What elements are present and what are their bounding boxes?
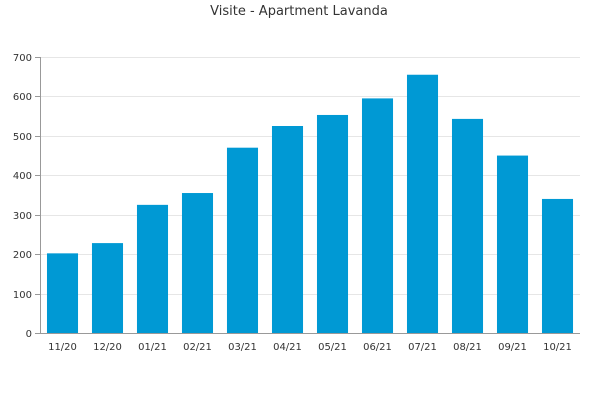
bars [46, 74, 574, 334]
x-tick-label: 06/21 [363, 342, 392, 353]
x-tick-label: 05/21 [318, 342, 347, 353]
bar-02-21[interactable] [181, 193, 214, 333]
y-tick-label: 0 [26, 329, 32, 340]
gridlines [40, 57, 580, 295]
x-tick-label: 11/20 [48, 342, 77, 353]
bar-04-21[interactable] [271, 126, 304, 333]
x-tick-label: 03/21 [228, 342, 257, 353]
bar-08-21[interactable] [451, 118, 484, 334]
x-axis-tick-labels: 11/20 12/20 01/21 02/21 03/21 04/21 05/21 06/21… [48, 342, 572, 353]
y-tick-label: 400 [13, 171, 32, 182]
y-tick-label: 200 [13, 250, 32, 261]
x-tick-label: 09/21 [498, 342, 527, 353]
x-tick-label: 10/21 [543, 342, 572, 353]
bar-05-21[interactable] [316, 114, 349, 334]
chart-title: Visite - Apartment Lavanda [210, 4, 388, 19]
y-tick-label: 500 [13, 132, 32, 143]
x-tick-label: 02/21 [183, 342, 212, 353]
x-tick-label: 08/21 [453, 342, 482, 353]
x-tick-label: 07/21 [408, 342, 437, 353]
bar-10-21[interactable] [541, 198, 574, 333]
bar-09-21[interactable] [496, 155, 529, 333]
y-axis-tick-labels: 0 100 200 300 400 500 600 700 [13, 53, 32, 340]
y-tick-label: 600 [13, 92, 32, 103]
x-tick-label: 04/21 [273, 342, 302, 353]
bar-07-21[interactable] [406, 74, 439, 334]
y-tick-label: 300 [13, 211, 32, 222]
x-tick-label: 01/21 [138, 342, 167, 353]
bar-01-21[interactable] [136, 204, 169, 333]
bar-03-21[interactable] [226, 147, 259, 333]
axes [35, 57, 580, 334]
bar-06-21[interactable] [361, 98, 394, 334]
bar-12-20[interactable] [91, 243, 124, 333]
y-tick-label: 100 [13, 290, 32, 301]
x-tick-label: 12/20 [93, 342, 122, 353]
y-tick-label: 700 [13, 53, 32, 64]
bar-11-20[interactable] [46, 253, 79, 333]
